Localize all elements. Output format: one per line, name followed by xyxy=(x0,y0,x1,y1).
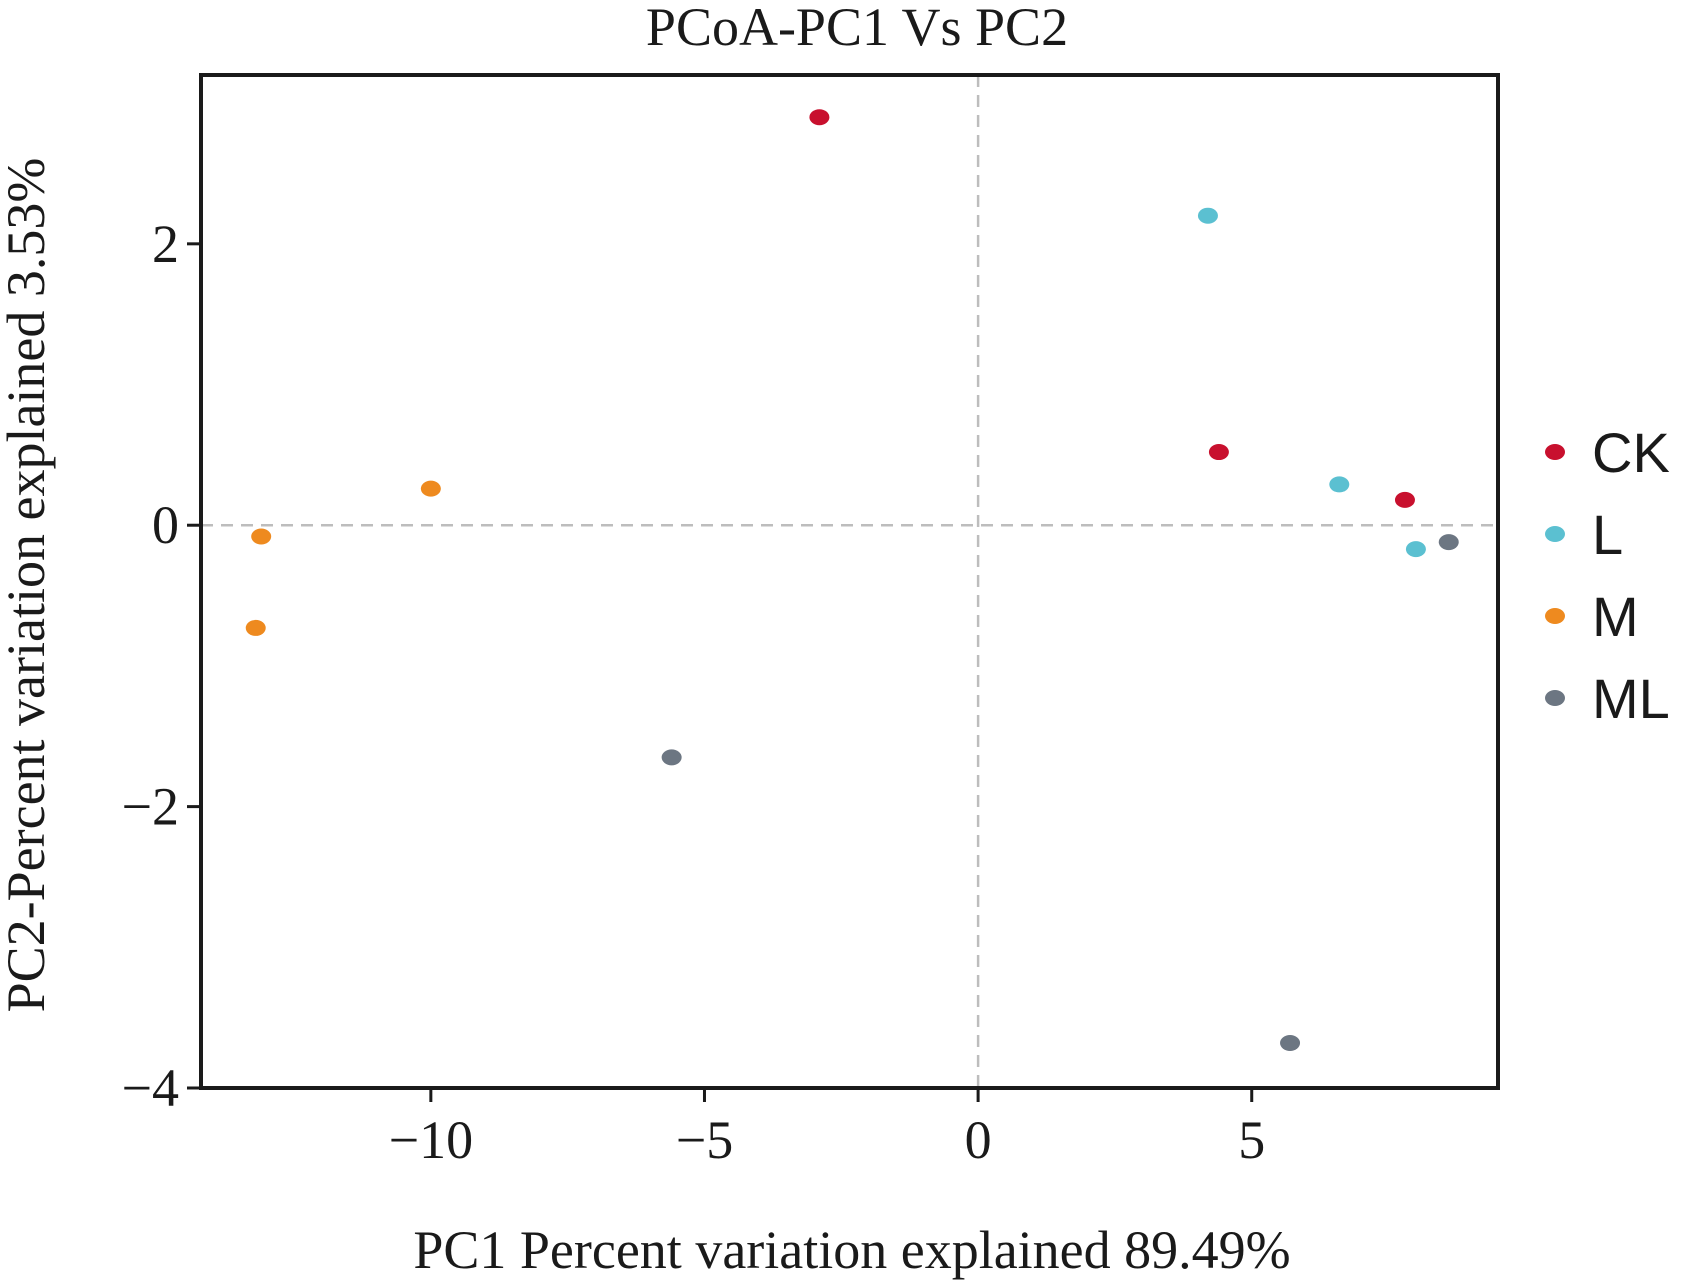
data-points xyxy=(245,109,1459,1051)
point-l xyxy=(1405,541,1426,558)
point-l xyxy=(1197,207,1218,224)
x-tick-label: 5 xyxy=(1238,1110,1265,1170)
legend-marker-ck xyxy=(1545,444,1565,460)
y-tick-label: 0 xyxy=(152,495,179,555)
legend-label-m: M xyxy=(1592,585,1639,648)
point-l xyxy=(1329,476,1350,493)
point-ml xyxy=(1438,534,1459,551)
point-ml xyxy=(661,749,682,766)
point-m xyxy=(251,528,272,545)
x-axis: −10 −5 0 5 xyxy=(389,1088,1265,1170)
y-tick-label: −2 xyxy=(122,777,179,837)
legend-marker-m xyxy=(1545,608,1565,624)
y-axis: −4 −2 0 2 xyxy=(122,214,201,1118)
legend: CK LM ML xyxy=(1545,421,1670,730)
legend-label-l: L xyxy=(1592,503,1623,566)
legend-label-ml: ML xyxy=(1592,667,1670,730)
x-tick-label: −10 xyxy=(389,1110,473,1170)
reference-lines xyxy=(201,75,1498,1088)
chart-title: PCoA-PC1 Vs PC2 xyxy=(646,0,1068,57)
x-tick-label: 0 xyxy=(965,1110,992,1170)
point-ml xyxy=(1280,1034,1301,1051)
point-ck xyxy=(809,109,830,126)
point-ck xyxy=(1208,444,1229,461)
y-tick-label: 2 xyxy=(152,214,179,274)
legend-marker-ml xyxy=(1545,690,1565,706)
point-m xyxy=(420,480,441,497)
y-tick-label: −4 xyxy=(122,1058,179,1118)
x-axis-label: PC1 Percent variation explained 89.49% xyxy=(413,1220,1290,1280)
legend-label-ck: CK xyxy=(1592,421,1670,484)
legend-marker-l xyxy=(1545,526,1565,542)
y-axis-label: PC2-Percent variation explained 3.53% xyxy=(0,158,56,1013)
point-ck xyxy=(1394,491,1415,508)
plot-frame xyxy=(199,73,1500,1090)
x-tick-label: −5 xyxy=(676,1110,733,1170)
point-m xyxy=(245,619,266,636)
